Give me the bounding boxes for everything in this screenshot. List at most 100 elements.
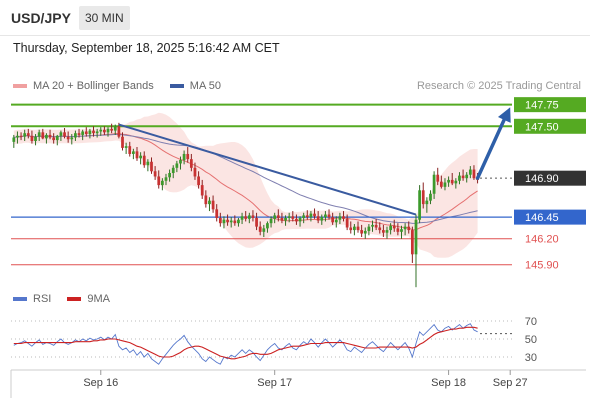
candle-body [66, 136, 70, 140]
bb-swatch [13, 84, 27, 88]
candle-body [280, 217, 284, 221]
candle-body [233, 220, 237, 224]
candle-body [157, 176, 161, 186]
projection-arrow-shaft [475, 113, 508, 180]
candle-body [204, 195, 208, 205]
candle-body [168, 172, 171, 178]
trendline [118, 123, 417, 216]
candle-body [273, 215, 277, 219]
candle-body [63, 132, 66, 137]
candle-body [247, 215, 251, 219]
candles-group [12, 122, 479, 288]
candle-body [447, 179, 450, 183]
candle-body [179, 160, 182, 164]
candle-body [349, 227, 353, 231]
candle-body [255, 217, 258, 227]
candle-body [153, 171, 157, 177]
legend-ma50: MA 50 [169, 80, 221, 92]
candle-body [110, 128, 114, 131]
candle-body [316, 216, 320, 221]
candle-body [429, 193, 432, 201]
level-label-147-75: 147.75 [525, 100, 559, 112]
candle-body [356, 226, 360, 231]
candle-body [222, 219, 226, 224]
legend-rsi: RSI [13, 293, 51, 305]
legend-bb: MA 20 + Bollinger Bands [13, 80, 154, 92]
rsi-tick-30: 30 [525, 352, 537, 364]
level-label-bg-147-75 [514, 97, 586, 113]
candle-body [113, 126, 117, 131]
level-label-145-90: 145.90 [525, 260, 559, 272]
candle-body [52, 137, 56, 141]
ma50-line [13, 133, 478, 224]
candle-body [218, 217, 222, 224]
candle-body [34, 136, 37, 141]
candle-body [458, 175, 461, 181]
candle-body [164, 177, 168, 181]
candle-body [298, 217, 302, 222]
candle-body [465, 174, 469, 179]
candle-body [295, 218, 298, 222]
candle-body [305, 215, 309, 218]
rsi-ma-line [13, 326, 478, 360]
candle-body [135, 151, 139, 159]
level-label-bg-146-90 [514, 170, 586, 186]
candle-body [48, 134, 52, 138]
candle-body [186, 153, 190, 160]
rsi-ma-label: 9MA [87, 293, 110, 305]
candle-body [432, 174, 436, 194]
candle-body [468, 169, 472, 175]
candle-body [240, 216, 244, 220]
candle-body [92, 130, 95, 134]
candle-body [421, 190, 425, 205]
candle-body [327, 214, 331, 218]
candle-body [418, 190, 421, 220]
ma50-label: MA 50 [189, 80, 221, 92]
legend-rsi-ma: 9MA [67, 293, 110, 305]
candle-body [454, 180, 458, 184]
candle-body [99, 129, 103, 132]
candle-body [414, 219, 418, 255]
candle-body [229, 220, 233, 223]
interval-badge[interactable]: 30 MIN [79, 6, 130, 30]
candle-body [132, 151, 135, 154]
candle-body [392, 225, 396, 229]
candle-body [331, 217, 335, 223]
candle-body [211, 200, 215, 210]
candle-body [425, 200, 429, 205]
bb-label: MA 20 + Bollinger Bands [33, 80, 154, 92]
candle-body [461, 175, 465, 179]
candle-body [189, 159, 193, 168]
candle-body [237, 219, 240, 224]
candle-body [382, 230, 385, 233]
level-label-147-50: 147.50 [525, 121, 559, 133]
candle-body [197, 176, 200, 186]
candle-body [309, 213, 313, 218]
candle-body [128, 146, 132, 154]
candle-body [117, 126, 121, 137]
candle-body [208, 200, 211, 205]
candle-body [436, 174, 440, 182]
level-label-146-20: 146.20 [525, 234, 559, 246]
candle-body [367, 226, 371, 231]
candle-body [150, 161, 153, 172]
candle-body [121, 136, 124, 148]
rsi-swatch [13, 297, 27, 301]
candle-body [334, 219, 338, 223]
symbol-title: USD/JPY [11, 10, 71, 26]
candle-body [23, 133, 27, 137]
candle-body [396, 228, 400, 232]
candle-body [59, 132, 63, 136]
candle-body [360, 230, 364, 234]
header-divider [0, 35, 590, 36]
rsi-tick-70: 70 [525, 316, 537, 328]
candle-body [291, 216, 295, 219]
rsi-label: RSI [33, 293, 52, 305]
level-label-146-90: 146.90 [525, 173, 559, 185]
candle-body [407, 226, 411, 231]
candle-body [19, 135, 23, 137]
candle-body [77, 133, 81, 135]
candle-body [95, 131, 99, 134]
ma50-swatch [169, 84, 184, 88]
candle-body [103, 129, 106, 133]
